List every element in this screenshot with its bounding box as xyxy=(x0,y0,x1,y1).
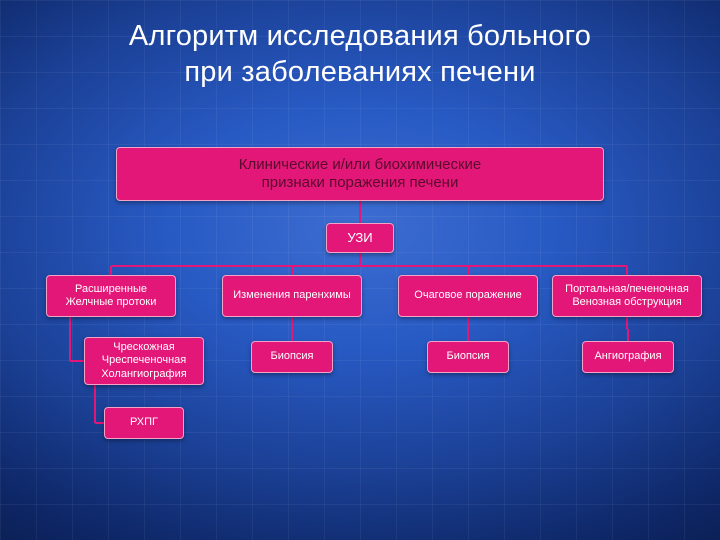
node-par-line-0: Изменения паренхимы xyxy=(233,289,351,302)
node-bx1: Биопсия xyxy=(251,341,333,373)
node-portal: Портальная/печеночнаяВенозная обструкция xyxy=(552,275,702,317)
node-bx2-line-0: Биопсия xyxy=(446,350,489,363)
node-portal-line-1: Венозная обструкция xyxy=(572,296,681,309)
node-uzi-line-0: УЗИ xyxy=(347,230,372,246)
slide: Алгоритм исследования больного при забол… xyxy=(0,0,720,540)
node-root: Клинические и/или биохимическиепризнаки … xyxy=(116,147,604,201)
connector-layer xyxy=(0,0,720,540)
node-chol-line-0: Чрескожная xyxy=(113,341,175,354)
node-bile: РасширенныеЖелчные протоки xyxy=(46,275,176,317)
node-rhpg: РХПГ xyxy=(104,407,184,439)
node-bx1-line-0: Биопсия xyxy=(270,350,313,363)
node-uzi: УЗИ xyxy=(326,223,394,253)
node-portal-line-0: Портальная/печеночная xyxy=(565,283,689,296)
node-chol: ЧрескожнаяЧреспеченочнаяХолангиография xyxy=(84,337,204,385)
node-root-line-0: Клинические и/или биохимические xyxy=(239,156,482,174)
node-bx2: Биопсия xyxy=(427,341,509,373)
node-bile-line-0: Расширенные xyxy=(75,283,147,296)
node-rhpg-line-0: РХПГ xyxy=(130,416,158,429)
node-angio-line-0: Ангиография xyxy=(594,350,661,363)
node-focal: Очаговое поражение xyxy=(398,275,538,317)
node-chol-line-1: Чреспеченочная xyxy=(102,354,186,367)
node-root-line-1: признаки поражения печени xyxy=(262,174,459,192)
node-chol-line-2: Холангиография xyxy=(101,368,186,381)
node-bile-line-1: Желчные протоки xyxy=(66,296,157,309)
node-angio: Ангиография xyxy=(582,341,674,373)
node-focal-line-0: Очаговое поражение xyxy=(414,289,521,302)
node-par: Изменения паренхимы xyxy=(222,275,362,317)
